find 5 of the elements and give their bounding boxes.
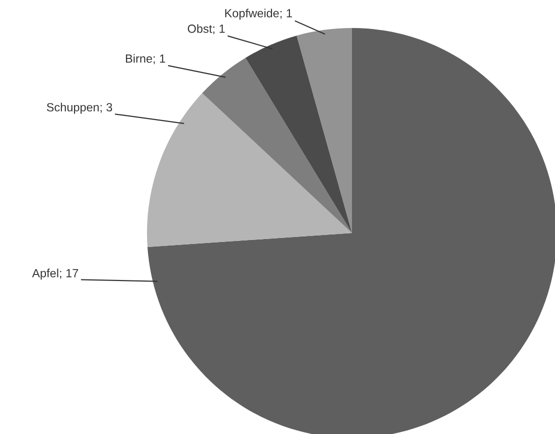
data-label: Kopfweide; 1 <box>225 8 292 20</box>
data-label: Schuppen; 3 <box>46 102 112 114</box>
data-label: Obst; 1 <box>188 24 225 34</box>
data-label: Birne; 1 <box>126 54 166 64</box>
data-label: Apfel; 17 <box>32 268 78 280</box>
